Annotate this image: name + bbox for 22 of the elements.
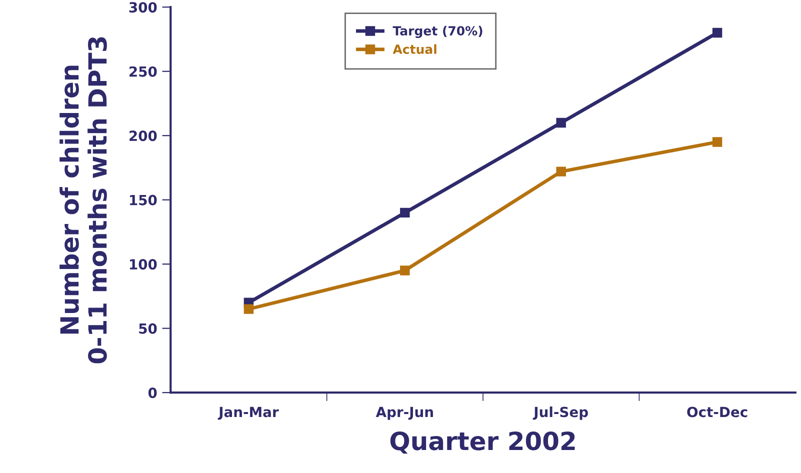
y-tick-label: 50 <box>139 323 157 334</box>
legend-label: Actual <box>392 44 436 54</box>
point <box>244 304 254 314</box>
x-tick-label: Jan-Mar <box>218 406 279 420</box>
legend-label: Target (70%) <box>392 26 482 38</box>
y-tick-label: 100 <box>130 259 157 270</box>
y-tick-label: 250 <box>130 66 157 77</box>
y-tick-label: 200 <box>130 130 157 142</box>
point <box>712 28 722 38</box>
y-axis-title: Number of children 0-11 months with DPT3 <box>60 37 107 364</box>
y-tick-label: 0 <box>148 388 157 398</box>
x-axis-title: Quarter 2002 <box>390 431 575 454</box>
point <box>400 266 410 276</box>
point <box>712 137 722 147</box>
point <box>556 166 566 176</box>
x-tick-label: Oct-Dec <box>687 406 748 418</box>
y-tick-label: 150 <box>130 194 157 206</box>
point <box>556 118 566 128</box>
y-tick-label: 300 <box>129 2 157 13</box>
x-tick-label: Jul-Sep <box>532 406 588 420</box>
x-tick-label: Apr-Jun <box>376 406 433 420</box>
point <box>400 208 410 218</box>
